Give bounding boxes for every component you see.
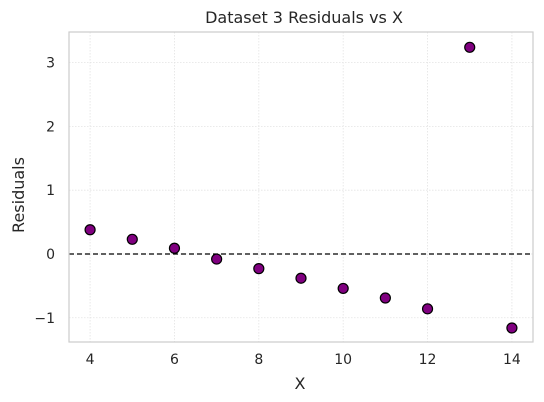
grid [69, 32, 533, 342]
y-tick-label: 2 [46, 119, 55, 135]
x-tick-label: 12 [419, 352, 437, 368]
x-tick-label: 6 [170, 352, 179, 368]
data-point [126, 233, 138, 245]
data-point [211, 253, 223, 265]
data-point [337, 282, 349, 295]
x-tick-label: 10 [334, 352, 352, 368]
data-point [506, 322, 518, 334]
data-point [295, 272, 307, 284]
y-axis-ticks: −1 0 1 2 3 [34, 56, 55, 327]
chart-title: Dataset 3 Residuals vs X [205, 8, 403, 27]
y-tick-label: −1 [34, 311, 55, 327]
plot-frame [68, 31, 534, 343]
x-tick-label: 8 [254, 352, 263, 368]
data-points [84, 41, 518, 334]
data-point [464, 41, 476, 53]
y-axis-label: Residuals [9, 157, 28, 233]
data-point [84, 224, 96, 236]
data-point [253, 263, 265, 275]
x-axis-ticks: 4 6 8 10 12 14 [86, 352, 521, 368]
y-tick-label: 3 [46, 56, 55, 72]
x-tick-label: 4 [86, 352, 95, 368]
y-tick-label: 1 [46, 183, 55, 199]
data-point [421, 303, 434, 315]
x-axis-label: X [295, 374, 306, 393]
x-tick-label: 14 [503, 352, 521, 368]
y-tick-label: 0 [46, 247, 55, 263]
data-point [168, 242, 181, 254]
data-point [379, 292, 391, 304]
